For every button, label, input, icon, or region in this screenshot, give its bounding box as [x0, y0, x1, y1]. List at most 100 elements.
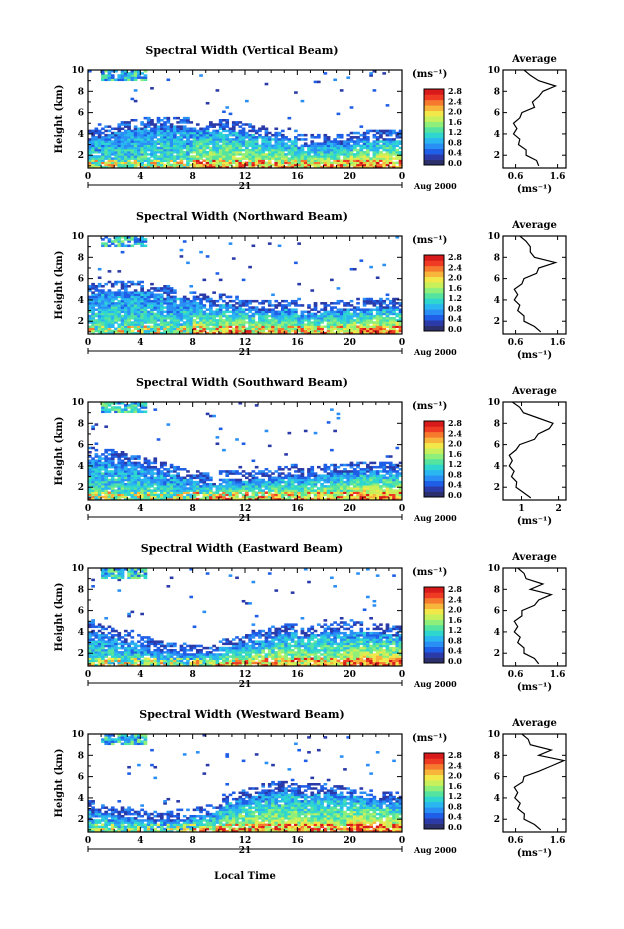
heatmap-cell — [382, 308, 387, 311]
heatmap-cell — [287, 478, 292, 482]
heatmap-cell — [156, 482, 161, 486]
heatmap-cell — [235, 314, 239, 318]
heatmap-cell — [228, 138, 233, 141]
heatmap-cell — [300, 165, 305, 168]
heatmap-cell — [333, 463, 337, 467]
heatmap-cell — [294, 140, 298, 143]
heatmap-cell — [395, 325, 400, 329]
heatmap-cell — [320, 312, 324, 316]
heatmap-cell — [127, 133, 131, 137]
heatmap-cell — [123, 491, 128, 495]
heatmap-cell — [323, 493, 328, 497]
heatmap-cell — [218, 295, 223, 299]
heatmap-cell — [88, 451, 92, 454]
heatmap-cell — [222, 304, 226, 307]
heatmap-cell — [202, 278, 207, 282]
heatmap-cell — [258, 153, 262, 156]
heatmap-cell — [235, 146, 239, 150]
heatmap-cell — [287, 127, 292, 131]
heatmap-cell — [366, 297, 370, 301]
heatmap-cell — [146, 146, 151, 150]
heatmap-cell — [137, 302, 141, 305]
heatmap-cell — [133, 99, 138, 103]
heatmap-cell — [107, 133, 112, 137]
heatmap-cell — [176, 144, 180, 148]
heatmap-cell — [143, 497, 148, 500]
heatmap-cell — [123, 121, 128, 124]
heatmap-cell — [356, 485, 360, 488]
heatmap-cell — [310, 316, 315, 320]
heatmap-cell — [130, 72, 135, 75]
heatmap-cell — [323, 463, 328, 467]
heatmap-cell — [388, 131, 393, 135]
heatmap-cell — [375, 482, 380, 486]
heatmap-cell — [137, 148, 141, 152]
heatmap-cell — [254, 476, 259, 480]
heatmap-cell — [369, 144, 373, 148]
heatmap-cell — [326, 314, 331, 318]
heatmap-cell — [159, 327, 164, 331]
heatmap-cell — [156, 487, 161, 490]
heatmap-cell — [192, 308, 197, 311]
heatmap-cell — [369, 297, 373, 301]
heatmap-cell — [199, 161, 203, 165]
heatmap-cell — [398, 129, 402, 133]
heatmap-cell — [212, 142, 216, 145]
heatmap-cell — [127, 459, 131, 463]
heatmap-cell — [330, 153, 334, 156]
heatmap-cell — [110, 329, 115, 333]
heatmap-cell — [179, 299, 184, 303]
y-axis-label: Height (km) — [54, 251, 65, 320]
heatmap-cell — [159, 136, 164, 139]
heatmap-cell — [323, 304, 328, 307]
heatmap-cell — [166, 327, 171, 331]
heatmap-cell — [366, 489, 370, 492]
heatmap-cell — [169, 310, 174, 314]
heatmap-cell — [150, 142, 154, 145]
heatmap-cell — [120, 472, 125, 475]
heatmap-cell — [366, 140, 370, 143]
heatmap-cell — [382, 316, 387, 320]
heatmap-cell — [133, 148, 138, 152]
heatmap-cell — [379, 131, 383, 135]
heatmap-cell — [271, 144, 275, 148]
heatmap-cell — [375, 150, 380, 154]
heatmap-cell — [264, 429, 269, 433]
heatmap-cell — [261, 316, 266, 320]
heatmap-cell — [248, 148, 252, 152]
heatmap-cell — [336, 155, 341, 158]
heatmap-cell — [258, 495, 262, 499]
heatmap-cell — [123, 161, 128, 165]
heatmap-cell — [169, 470, 174, 473]
heatmap-cell — [385, 148, 390, 152]
heatmap-cell — [222, 293, 226, 297]
heatmap-cell — [110, 131, 115, 135]
heatmap-cell — [179, 297, 184, 301]
heatmap-cell — [369, 478, 373, 482]
heatmap-cell — [267, 323, 272, 326]
heatmap-cell — [101, 142, 105, 145]
heatmap-cell — [375, 331, 380, 334]
heatmap-cell — [110, 150, 115, 154]
heatmap-cell — [398, 310, 402, 314]
heatmap-cell — [280, 480, 285, 484]
heatmap-cell — [140, 325, 144, 329]
heatmap-cell — [159, 146, 164, 150]
heatmap-cell — [326, 489, 331, 492]
heatmap-cell — [114, 131, 118, 135]
heatmap-cell — [130, 455, 135, 458]
heatmap-cell — [123, 495, 128, 499]
heatmap-cell — [228, 487, 233, 490]
heatmap-cell — [91, 325, 95, 329]
heatmap-cell — [366, 485, 370, 488]
heatmap-cell — [212, 495, 216, 499]
heatmap-cell — [97, 155, 102, 158]
heatmap-cell — [120, 291, 125, 294]
heatmap-cell — [294, 165, 298, 168]
heatmap-cell — [294, 321, 298, 324]
heatmap-cell — [169, 153, 174, 156]
heatmap-cell — [120, 329, 125, 333]
heatmap-cell — [303, 478, 308, 482]
heatmap-cell — [120, 159, 125, 163]
